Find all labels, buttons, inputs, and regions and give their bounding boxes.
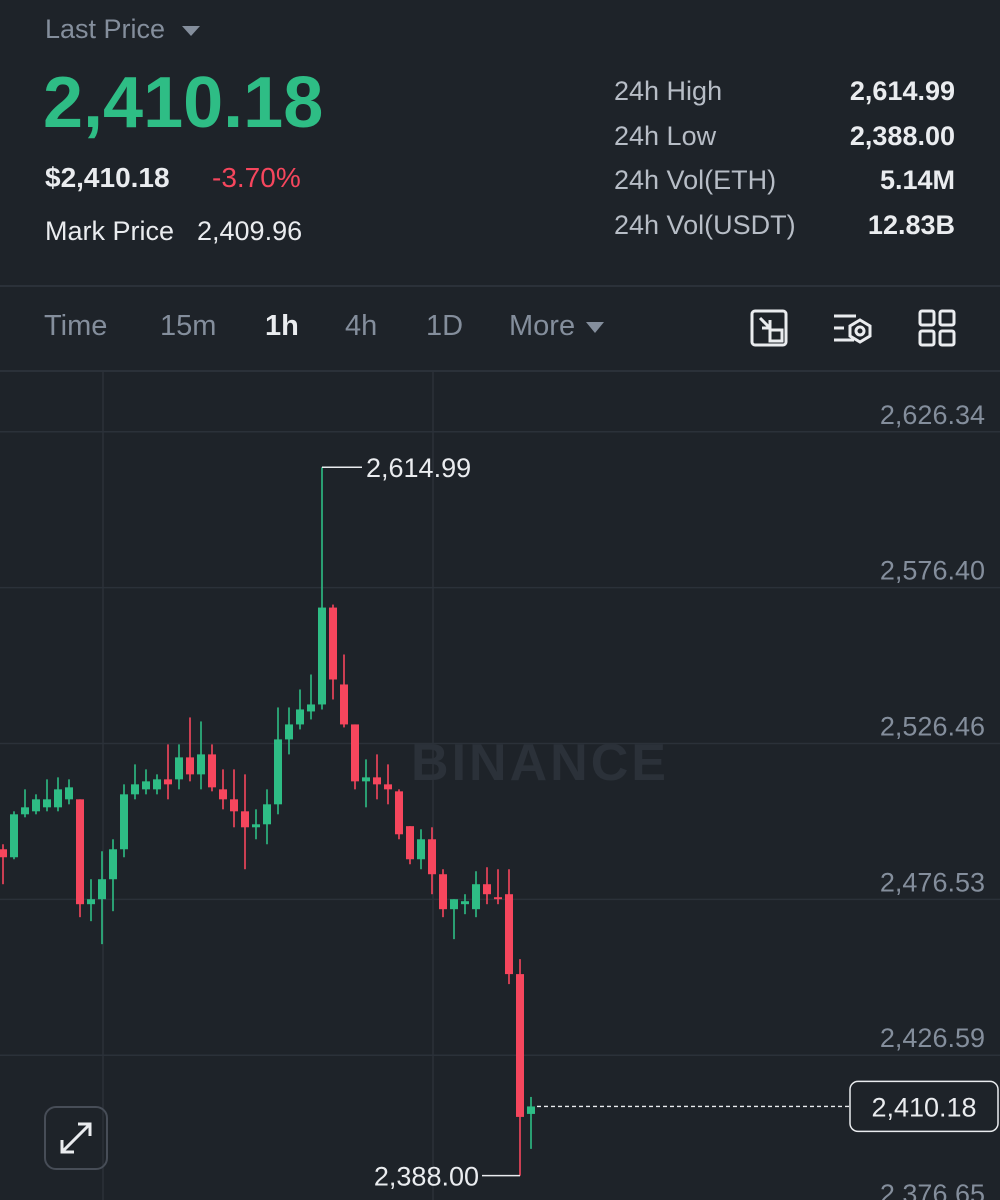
dropdown-icon [181,26,200,36]
y-tick-label: 2,476.53 [880,867,985,897]
last-price-box [849,1080,999,1133]
candle-body [483,884,491,895]
candle-body [241,811,249,828]
candle-body [87,899,95,905]
candle-body [351,724,359,782]
tab[interactable]: 15m [160,310,217,342]
candle-body [142,781,150,790]
tab[interactable]: 1h [265,310,299,342]
icon-layout[interactable] [918,309,956,347]
candle-body [208,754,216,788]
separator [0,285,1000,287]
candle-body [505,894,513,975]
candle-body [417,839,425,860]
candle-body [21,807,29,815]
candle-body [109,849,117,880]
candle-body [43,799,51,808]
candle-body [164,779,172,785]
stat-label: 24h Low [614,120,717,151]
separator [0,370,1000,372]
icon-depth[interactable] [750,309,788,347]
candle-body [230,799,238,812]
candle-body [439,874,447,910]
candle-body [450,899,458,910]
last-price-label: 2,410.18 [871,1092,976,1122]
candle-body [373,777,381,785]
toolbar-icons [750,309,956,347]
candle-body [527,1106,535,1114]
stat-label: 24h Vol(USDT) [614,209,796,240]
candle-body [461,901,469,905]
y-tick-label: 2,376.65 [880,1179,985,1200]
candle-body [472,884,480,910]
icon-settings[interactable] [834,314,872,344]
mark-price: 2,409.96 [197,216,303,246]
candle-body [340,684,348,725]
candle-body [175,757,183,780]
candle-body [131,784,139,795]
y-tick-label: 2,576.40 [880,556,985,586]
price-type-text: Last Price [45,14,166,44]
candle-body [10,814,18,858]
dropdown-icon [586,322,605,333]
candle-body [219,789,227,800]
stat-label: 24h High [614,76,723,106]
y-tick-label: 2,526.46 [880,712,985,742]
candle-body [98,879,106,900]
tab[interactable]: Time [44,310,108,342]
candle-body [274,739,282,805]
stat-label: 24h Vol(ETH) [614,165,777,195]
y-tick-label: 2,426.59 [880,1023,985,1053]
y-tick-label: 2,626.34 [880,400,985,430]
stat-value: 12.83B [867,209,955,240]
candle-body [428,839,436,875]
price-type[interactable]: Last Price [45,14,201,45]
candle-body [384,784,392,790]
stat-value: 5.14M [879,165,955,195]
candle-body [32,799,40,812]
tab[interactable]: More [509,310,605,343]
stat-value: 2,388.00 [849,120,955,151]
candle-body [153,779,161,790]
low-label: 2,388.00 [374,1162,479,1192]
candle-body [285,724,293,740]
tab[interactable]: 4h [345,310,378,342]
candle-body [0,849,7,858]
high-label: 2,614.99 [366,453,471,483]
expand-icon [60,1122,92,1154]
chart: BINANCE 2,626.34 2,576.40 2,526.46 2,476.53 2… [0,372,1000,1200]
candle-body [120,794,128,850]
candle-body [494,897,502,900]
candle-body [263,804,271,825]
watermark: BINANCE [411,734,669,792]
candle-body [516,974,524,1117]
candle-body [406,826,414,860]
candle-body [54,789,62,808]
candle-body [307,704,315,712]
candle-body [329,607,337,680]
candle-body [395,791,403,835]
candle-body [197,754,205,775]
stat-value: 2,614.99 [849,76,955,106]
candle-body [318,607,326,705]
mark-price-label: Mark Price [45,216,175,246]
price-change: -3.70% [212,162,301,193]
candle-body [76,799,84,905]
candle-body [65,787,73,800]
usd-price: $2,410.18 [45,162,170,193]
candle-body [296,709,304,725]
candle-body [362,777,370,782]
candle-body [252,824,260,828]
tab[interactable]: 1D [426,310,464,342]
last-price: 2,410.18 [43,63,324,143]
candle-body [186,757,194,775]
fullscreen-button[interactable] [44,1106,108,1170]
